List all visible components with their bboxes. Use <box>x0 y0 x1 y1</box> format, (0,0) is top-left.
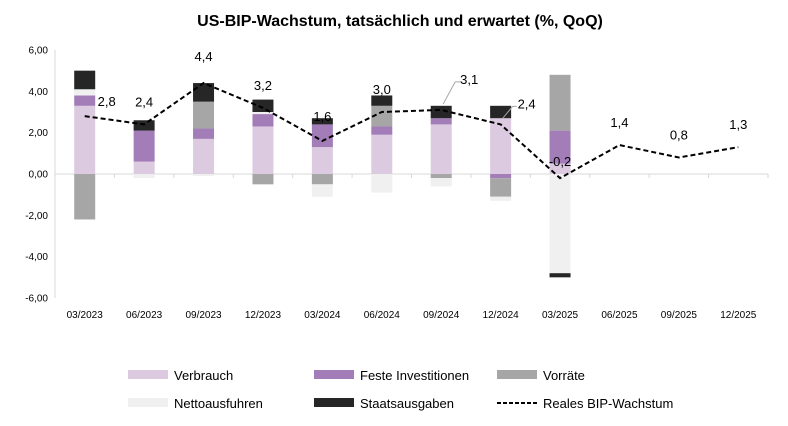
bar-segment <box>252 99 274 112</box>
bars <box>74 70 571 278</box>
bar-segment <box>549 74 571 131</box>
bar-segment <box>549 130 571 164</box>
bar-segment <box>193 83 215 102</box>
x-tick-label: 12/2025 <box>720 310 757 321</box>
bar-segment <box>371 174 393 193</box>
gdp-data-label: 2,4 <box>518 96 536 111</box>
bar-segment <box>549 163 571 174</box>
legend-label: Reales BIP-Wachstum <box>543 396 673 411</box>
bar-segment <box>371 134 393 174</box>
x-tick-label: 06/2025 <box>601 310 638 321</box>
gdp-data-label: -0,2 <box>549 154 571 169</box>
legend-swatch <box>314 370 354 379</box>
gdp-data-label: 4,4 <box>195 49 213 64</box>
bar-segment <box>430 124 452 174</box>
legend: Verbrauch Feste Investitionen Vorräte Netto… <box>128 368 673 411</box>
x-tick-label: 12/2024 <box>483 310 520 321</box>
axes: 6,00 4,00 2,00 0,00 -2,00 -4,00 -6,00 03/2023 06… <box>25 46 769 321</box>
bar-segment <box>549 174 571 274</box>
gdp-data-label: 1,3 <box>729 117 747 132</box>
bar-segment <box>490 196 512 201</box>
x-tick-label: 09/2025 <box>661 310 698 321</box>
bar-segment <box>252 114 274 127</box>
chart-title: US-BIP-Wachstum, tatsächlich und erwarte… <box>197 13 603 30</box>
x-tick-label: 09/2023 <box>185 310 222 321</box>
bar-segment <box>133 120 155 131</box>
bar-segment <box>133 174 155 179</box>
gdp-data-label: 0,8 <box>670 127 688 142</box>
gdp-data-label: 3,1 <box>460 72 478 87</box>
legend-label: Nettoausfuhren <box>174 396 263 411</box>
legend-label: Feste Investitionen <box>360 368 469 383</box>
bar-segment <box>311 147 333 174</box>
x-tick-label: 03/2025 <box>542 310 579 321</box>
bar-segment <box>193 138 215 174</box>
bar-segment <box>490 178 512 197</box>
legend-label: Staatsausgaben <box>360 396 454 411</box>
bar-segment <box>430 118 452 125</box>
bar-segment <box>371 95 393 106</box>
bar-segment <box>549 273 571 278</box>
bar-segment <box>311 118 333 125</box>
bar-segment <box>193 128 215 139</box>
bar-segment <box>430 174 452 179</box>
bar-segment <box>490 118 512 174</box>
gdp-data-label: 3,0 <box>373 82 391 97</box>
gdp-data-label: 2,8 <box>98 94 116 109</box>
legend-label: Vorräte <box>543 368 585 383</box>
x-tick-label: 12/2023 <box>245 310 282 321</box>
legend-swatch <box>128 398 168 407</box>
bar-segment <box>133 161 155 174</box>
x-tick-label: 03/2023 <box>67 310 104 321</box>
x-tick-label: 06/2023 <box>126 310 163 321</box>
gdp-data-label: 2,4 <box>135 94 153 109</box>
y-tick-label: 2,00 <box>29 128 49 139</box>
bar-segment <box>193 101 215 129</box>
legend-swatch <box>497 370 537 379</box>
y-tick-label: 6,00 <box>29 46 49 57</box>
y-tick-label: -2,00 <box>25 211 48 222</box>
bar-segment <box>252 126 274 174</box>
bar-segment <box>311 184 333 197</box>
bar-segment <box>74 95 96 106</box>
x-tick-label: 03/2024 <box>304 310 341 321</box>
bar-segment <box>430 105 452 119</box>
bar-segment <box>311 174 333 185</box>
bar-segment <box>74 70 96 90</box>
y-tick-label: -4,00 <box>25 252 48 263</box>
gdp-data-label: 3,2 <box>254 78 272 93</box>
bar-segment <box>74 89 96 96</box>
bar-segment <box>252 174 274 185</box>
bar-segment <box>490 174 512 179</box>
y-tick-label: 0,00 <box>29 170 49 181</box>
data-labels: 2,8 2,4 4,4 3,2 1,6 3,0 3,1 2,4 -0,2 1,4 0,8 1,3 <box>98 49 748 169</box>
legend-swatch <box>314 398 354 407</box>
bar-segment <box>74 105 96 174</box>
gdp-line <box>84 81 739 180</box>
bar-segment <box>311 124 333 148</box>
gdp-growth-line <box>84 81 739 180</box>
gdp-data-label: 1,6 <box>313 109 331 124</box>
bar-segment <box>133 130 155 162</box>
bar-segment <box>193 174 215 177</box>
bar-segment <box>74 174 96 220</box>
label-leader-line <box>502 105 517 119</box>
bar-segment <box>430 178 452 187</box>
y-tick-label: 4,00 <box>29 87 49 98</box>
y-tick-label: -6,00 <box>25 294 48 305</box>
gdp-data-label: 1,4 <box>610 115 628 130</box>
bar-segment <box>252 112 274 115</box>
x-tick-label: 09/2024 <box>423 310 460 321</box>
legend-label: Verbrauch <box>174 368 233 383</box>
x-tick-label: 06/2024 <box>364 310 401 321</box>
label-leader-line <box>442 81 462 105</box>
legend-swatch <box>128 370 168 379</box>
bar-segment <box>371 126 393 135</box>
